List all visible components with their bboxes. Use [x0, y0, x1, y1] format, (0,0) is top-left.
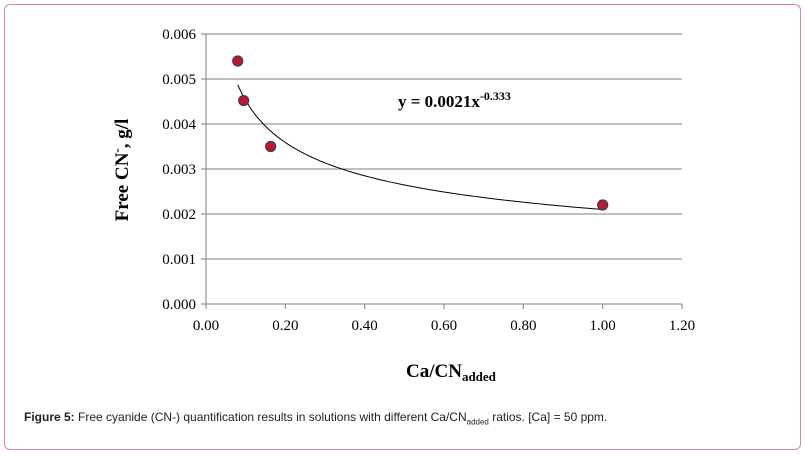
x-axis-title-main: Ca/CN [406, 361, 462, 382]
x-tick-label: 0.00 [193, 318, 219, 334]
y-axis-title-main: Free CN [112, 152, 133, 221]
x-tick-label: 0.60 [431, 318, 457, 334]
caption-text-after: ratios. [Ca] = 50 ppm. [488, 410, 608, 424]
figure-frame [4, 4, 801, 450]
y-tick-label: 0.004 [162, 117, 196, 133]
y-tick-labels: 0.000 0.001 0.002 0.003 0.004 0.005 0.006 [162, 27, 196, 313]
y-tick-label: 0.001 [162, 252, 196, 268]
x-tick-labels: 0.00 0.20 0.40 0.60 0.80 1.00 1.20 [193, 318, 695, 334]
grid-lines [206, 33, 682, 260]
caption-sub: added [466, 417, 489, 427]
x-tick-label: 0.20 [272, 318, 298, 334]
y-tick-label: 0.002 [162, 207, 196, 223]
y-axis-title-rest: , g/l [112, 119, 133, 149]
x-axis-title: Ca/CNadded [406, 361, 497, 384]
y-tick-label: 0.005 [162, 72, 196, 88]
figure-caption: Figure 5: Free cyanide (CN-) quantificat… [24, 410, 784, 426]
x-tick-label: 0.80 [510, 318, 536, 334]
trendline-equation: y = 0.0021x-0.333 [398, 89, 511, 111]
y-tick-label: 0.000 [162, 297, 196, 313]
trendline [237, 84, 603, 210]
x-axis-title-sub: added [462, 369, 497, 384]
y-axis-title-sup: - [109, 148, 124, 152]
data-point [597, 199, 609, 211]
data-points [232, 55, 609, 211]
axes [201, 33, 683, 309]
data-point [265, 140, 277, 153]
y-tick-label: 0.006 [162, 27, 196, 43]
x-tick-label: 1.20 [669, 318, 695, 334]
x-tick-label: 1.00 [590, 318, 616, 334]
equation-exponent: -0.333 [480, 89, 511, 103]
data-point [238, 94, 250, 107]
y-axis-title: Free CN-, g/l [109, 119, 133, 222]
equation-main: y = 0.0021x [398, 92, 480, 111]
data-point [232, 55, 244, 67]
caption-label: Figure 5: [24, 410, 75, 424]
caption-text: Free cyanide (CN-) quantification result… [74, 410, 467, 424]
x-tick-label: 0.40 [352, 318, 378, 334]
y-tick-label: 0.003 [162, 162, 196, 178]
